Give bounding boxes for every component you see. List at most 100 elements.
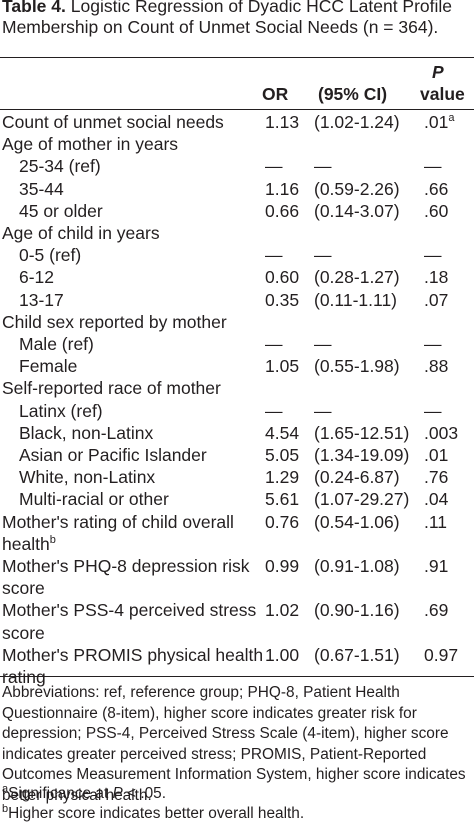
cell-p: .18 bbox=[424, 267, 449, 288]
cell-ci: (0.59-2.26) bbox=[314, 178, 400, 199]
cell-p: .69 bbox=[424, 600, 449, 621]
row-label-continued: score bbox=[2, 622, 45, 643]
table-caption: Table 4. Logistic Regression of Dyadic H… bbox=[2, 0, 470, 38]
cell-or: 5.61 bbox=[265, 489, 300, 510]
table-row: Female 1.05 (0.55-1.98) .88 bbox=[0, 355, 474, 377]
cell-ci: (0.90-1.16) bbox=[314, 600, 400, 621]
abbreviations-note: Abbreviations: ref, reference group; PHQ… bbox=[2, 684, 466, 804]
table-row: Black, non-Latinx 4.54 (1.65-12.51) .003 bbox=[0, 422, 474, 444]
row-label: Mother's PROMIS physical health bbox=[2, 644, 264, 665]
bottom-rule bbox=[0, 676, 474, 677]
cell-or: 0.60 bbox=[265, 267, 300, 288]
row-label: Multi-racial or other bbox=[19, 489, 169, 510]
col-header-p-value: value bbox=[420, 84, 465, 104]
row-label: White, non-Latinx bbox=[19, 467, 156, 488]
cell-ci: — bbox=[314, 156, 332, 177]
row-label: Age of mother in years bbox=[2, 134, 179, 155]
cell-p: .66 bbox=[424, 178, 449, 199]
table-row: 13-17 0.35 (0.11-1.11) .07 bbox=[0, 289, 474, 311]
table-row: Multi-racial or other 5.61 (1.07-29.27) .04 bbox=[0, 488, 474, 510]
cell-or: 1.00 bbox=[265, 644, 300, 665]
cell-p: — bbox=[424, 156, 442, 177]
cell-ci: — bbox=[314, 400, 332, 421]
table-row: Self-reported race of mother bbox=[0, 377, 474, 399]
cell-ci: (0.67-1.51) bbox=[314, 644, 400, 665]
row-label: Latinx (ref) bbox=[19, 400, 103, 421]
footnote-ref: a bbox=[448, 112, 455, 125]
row-label: Age of child in years bbox=[2, 223, 160, 243]
footnote-b-mark: b bbox=[2, 802, 9, 815]
cell-p: .07 bbox=[424, 289, 449, 310]
table-row: Age of child in years bbox=[0, 222, 474, 244]
row-label: Asian or Pacific Islander bbox=[19, 445, 207, 465]
row-label: Self-reported race of mother bbox=[2, 378, 221, 399]
footnote-a-mark: a bbox=[2, 782, 9, 795]
cell-or: 0.35 bbox=[265, 289, 300, 310]
table-row: Mother's PROMIS physical health 1.00 (0.67… bbox=[0, 644, 474, 666]
row-label: Female bbox=[19, 356, 78, 377]
table-row: Mother's PSS-4 perceived stress 1.02 (0.90… bbox=[0, 599, 474, 621]
cell-p: — bbox=[424, 400, 442, 421]
cell-p: 0.97 bbox=[424, 644, 459, 665]
table-row: 45 or older 0.66 (0.14-3.07) .60 bbox=[0, 200, 474, 222]
table-row: Mother's rating of child overall 0.76 (0.5… bbox=[0, 511, 474, 533]
table-row-continued: score bbox=[0, 577, 474, 599]
col-header-p: P bbox=[432, 62, 444, 82]
row-label: 35-44 bbox=[19, 178, 64, 199]
cell-or: 0.76 bbox=[265, 511, 300, 532]
row-label: 0-5 (ref) bbox=[19, 245, 82, 266]
cell-p: .76 bbox=[424, 467, 449, 488]
cell-ci: — bbox=[314, 334, 332, 354]
row-label: Mother's PHQ-8 depression risk bbox=[2, 556, 250, 576]
col-header-ci: (95% CI) bbox=[318, 84, 388, 104]
row-label: Child sex reported by mother bbox=[2, 311, 227, 332]
cell-or: 1.02 bbox=[265, 600, 300, 621]
table-row: Mother's PHQ-8 depression risk 0.99 (0.91-… bbox=[0, 555, 474, 577]
cell-p: — bbox=[424, 334, 442, 354]
cell-ci: (0.54-1.06) bbox=[314, 511, 400, 532]
table-row: 0-5 (ref) — — — bbox=[0, 244, 474, 266]
cell-ci: (0.24-6.87) bbox=[314, 467, 400, 488]
table-row: White, non-Latinx 1.29 (0.24-6.87) .76 bbox=[0, 466, 474, 488]
table-row: Count of unmet social needs 1.13 (1.02-1.2… bbox=[0, 111, 474, 133]
cell-p: .01a bbox=[424, 112, 455, 132]
cell-p: .003 bbox=[424, 422, 459, 443]
row-label-continued: rating bbox=[2, 667, 46, 687]
cell-p: .01 bbox=[424, 445, 449, 465]
cell-or: — bbox=[265, 334, 283, 354]
cell-ci: (0.11-1.11) bbox=[314, 289, 398, 310]
cell-or: 1.05 bbox=[265, 356, 300, 377]
cell-ci: (1.34-19.09) bbox=[314, 445, 410, 465]
cell-ci: — bbox=[314, 245, 332, 266]
table-row: Latinx (ref) — — — bbox=[0, 400, 474, 422]
table-row: 6-12 0.60 (0.28-1.27) .18 bbox=[0, 266, 474, 288]
table-row: Asian or Pacific Islander 5.05 (1.34-19.09… bbox=[0, 444, 474, 466]
cell-or: — bbox=[265, 400, 283, 421]
footnote-a: aSignificance at P < .05. bbox=[2, 782, 166, 802]
row-label: Mother's PSS-4 perceived stress bbox=[2, 600, 257, 621]
table-label: Table 4. bbox=[2, 0, 66, 16]
cell-or: 1.13 bbox=[265, 112, 300, 132]
row-label: Male (ref) bbox=[19, 334, 94, 354]
table-row: Male (ref) — — — bbox=[0, 333, 474, 355]
cell-or: 5.05 bbox=[265, 445, 300, 465]
cell-p: .60 bbox=[424, 200, 449, 221]
top-rule bbox=[0, 57, 474, 58]
table-row: 25-34 (ref) — — — bbox=[0, 155, 474, 177]
cell-or: 0.66 bbox=[265, 200, 300, 221]
cell-ci: (1.07-29.27) bbox=[314, 489, 410, 510]
cell-ci: (1.02-1.24) bbox=[314, 112, 400, 132]
footnote-b: bHigher score indicates better overall h… bbox=[2, 802, 305, 822]
cell-ci: (1.65-12.51) bbox=[314, 422, 410, 443]
cell-or: — bbox=[265, 156, 283, 177]
cell-p: .11 bbox=[424, 511, 448, 532]
col-header-or: OR bbox=[262, 84, 289, 104]
row-label: 13-17 bbox=[19, 289, 64, 310]
row-label-continued: score bbox=[2, 578, 45, 599]
row-label: Black, non-Latinx bbox=[19, 422, 154, 443]
cell-p: .04 bbox=[424, 489, 449, 510]
cell-p: — bbox=[424, 245, 442, 266]
cell-ci: (0.91-1.08) bbox=[314, 556, 400, 576]
table-row-continued: rating bbox=[0, 666, 474, 688]
header-rule bbox=[0, 109, 474, 110]
